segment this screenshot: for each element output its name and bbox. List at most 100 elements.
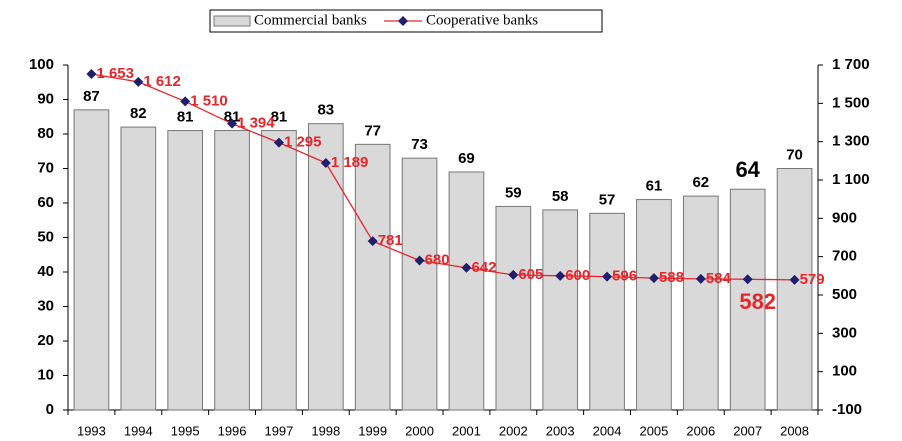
- x-tick-label: 2002: [499, 423, 528, 438]
- y-tick-label: 50: [37, 228, 54, 245]
- bar-value-label: 59: [505, 184, 522, 201]
- legend-label: Cooperative banks: [426, 12, 538, 28]
- bar-value-label: 64: [735, 157, 760, 182]
- y2-tick-label: 500: [832, 286, 857, 303]
- bar: [73, 109, 110, 411]
- bar: [120, 126, 157, 411]
- y-tick-label: 20: [37, 332, 54, 349]
- bar: [589, 212, 625, 411]
- line-value-label: 1 612: [143, 73, 181, 90]
- line-value-label: 579: [800, 271, 825, 288]
- line-value-label: 781: [378, 232, 403, 249]
- y2-tick-label: 1 100: [832, 171, 870, 188]
- y2-tick-label: 1 500: [832, 94, 870, 111]
- bar-value-label: 82: [130, 105, 147, 122]
- line-value-label: 680: [425, 251, 450, 268]
- line-marker: [508, 269, 519, 280]
- x-tick-label: 2005: [639, 423, 668, 438]
- x-tick-label: 2007: [733, 423, 762, 438]
- line-marker: [227, 118, 238, 129]
- y-tick-label: 0: [46, 401, 54, 418]
- line-marker: [555, 270, 566, 281]
- bar: [261, 130, 297, 411]
- y2-tick-label: 900: [832, 209, 857, 226]
- line-marker: [789, 274, 800, 285]
- line-value-label: 1 394: [237, 115, 275, 132]
- bar: [214, 130, 250, 411]
- line-marker: [695, 273, 706, 284]
- line-value-label: 1 510: [190, 92, 228, 109]
- bar-value-label: 87: [83, 88, 100, 105]
- x-tick-label: 1994: [124, 423, 153, 438]
- bar-value-label: 58: [552, 188, 569, 205]
- bar: [776, 168, 813, 411]
- legend-marker: [398, 16, 408, 26]
- y2-tick-label: 100: [832, 363, 857, 380]
- bar-value-label: 73: [411, 136, 428, 153]
- line-marker: [602, 271, 613, 282]
- line-value-label: 584: [706, 270, 732, 287]
- x-tick-label: 1998: [311, 423, 340, 438]
- y-tick-label: 90: [37, 90, 54, 107]
- bar: [495, 205, 532, 411]
- x-tick-label: 2004: [593, 423, 622, 438]
- x-tick-label: 2000: [405, 423, 434, 438]
- y-tick-label: 100: [29, 56, 54, 73]
- bar: [636, 199, 672, 411]
- y-tick-label: 70: [37, 159, 54, 176]
- line-value-label: 642: [471, 259, 496, 276]
- bar-value-label: 83: [317, 102, 334, 119]
- x-tick-label: 1995: [171, 423, 200, 438]
- y2-tick-label: 300: [832, 324, 857, 341]
- y-tick-label: 10: [37, 366, 54, 383]
- line-value-label: 605: [518, 266, 543, 283]
- bar: [729, 188, 766, 411]
- y2-tick-label: -100: [832, 401, 862, 418]
- y2-tick-label: 700: [832, 248, 857, 265]
- line-value-label: 1 189: [331, 154, 369, 171]
- line-marker: [367, 236, 378, 247]
- line-value-label: 1 653: [96, 65, 134, 82]
- bar-value-label: 70: [786, 146, 803, 163]
- x-tick-label: 2001: [452, 423, 481, 438]
- bar-value-label: 69: [458, 150, 475, 167]
- line-marker: [320, 157, 331, 168]
- y-tick-label: 30: [37, 297, 54, 314]
- line-marker: [180, 96, 191, 107]
- y-tick-label: 80: [37, 125, 54, 142]
- y2-tick-label: 1 700: [832, 56, 870, 73]
- x-tick-label: 1993: [77, 423, 106, 438]
- line-marker: [461, 262, 472, 273]
- line-value-label: 582: [739, 289, 776, 314]
- line-value-label: 1 295: [284, 134, 322, 151]
- legend-swatch: [213, 15, 251, 27]
- line-marker: [648, 273, 659, 284]
- y2-tick-label: 1 300: [832, 133, 870, 150]
- x-tick-label: 2006: [686, 423, 715, 438]
- x-tick-label: 2003: [546, 423, 575, 438]
- line-marker: [273, 137, 284, 148]
- y-tick-label: 40: [37, 263, 54, 280]
- line-marker: [742, 274, 753, 285]
- bar: [448, 171, 485, 411]
- y-tick-label: 60: [37, 194, 54, 211]
- line-value-label: 596: [612, 268, 637, 285]
- bar-value-label: 77: [364, 122, 381, 139]
- bar: [401, 157, 438, 411]
- x-tick-label: 1999: [358, 423, 387, 438]
- bar: [354, 143, 391, 411]
- bar-value-label: 61: [646, 178, 663, 195]
- line: [91, 73, 795, 281]
- x-tick-label: 1996: [218, 423, 247, 438]
- x-tick-label: 1997: [264, 423, 293, 438]
- bar: [682, 195, 719, 411]
- bar-value-label: 81: [177, 109, 194, 126]
- line-value-label: 600: [565, 267, 590, 284]
- bar: [167, 130, 204, 411]
- line-marker: [133, 76, 144, 87]
- line-value-label: 588: [659, 269, 684, 286]
- bar: [307, 123, 344, 411]
- bar-value-label: 57: [599, 191, 616, 208]
- bar-value-label: 81: [271, 109, 288, 126]
